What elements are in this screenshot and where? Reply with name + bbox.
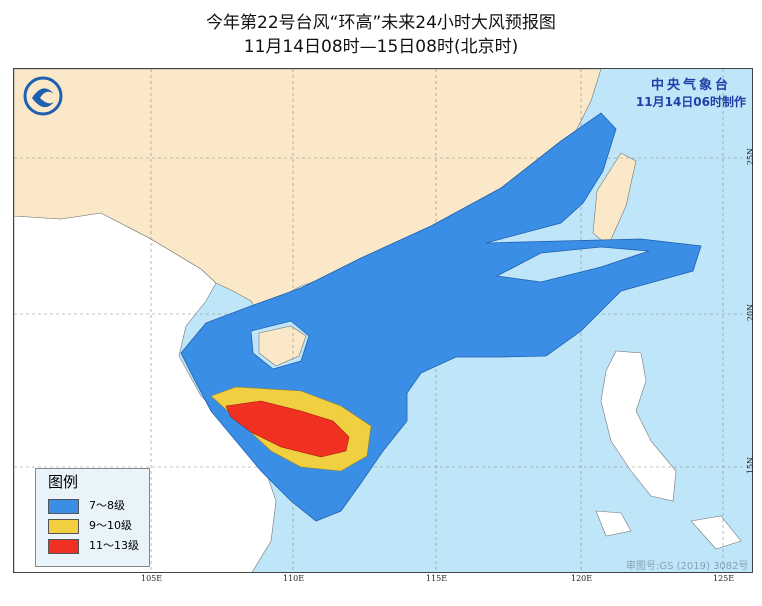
- lon-tick: 105E: [141, 574, 163, 583]
- legend-title: 图例: [48, 473, 79, 491]
- agency-stamp: 中央气象台 11月14日06时制作: [636, 74, 746, 110]
- lat-tick: 20N: [746, 303, 756, 322]
- philippine-islands: [595, 510, 742, 550]
- agency-name: 中央气象台: [650, 78, 731, 93]
- issue-time: 11月14日06时制作: [635, 95, 746, 109]
- map-title: 今年第22号台风“环高”未来24小时大风预报图: [206, 13, 556, 33]
- lon-tick: 120E: [571, 574, 593, 583]
- lat-tick: 15N: [746, 456, 756, 475]
- lat-tick: 25N: [746, 147, 756, 166]
- legend-item: 11～13级: [48, 537, 139, 554]
- hainan-island: [258, 325, 307, 367]
- legend-label: 11～13级: [89, 539, 139, 552]
- map-subtitle: 11月14日08时—15日08时(北京时): [243, 37, 519, 57]
- legend-swatch: [48, 518, 79, 534]
- cma-logo-icon: [23, 76, 63, 116]
- legend-swatch: [48, 538, 79, 554]
- legend-label: 9～10级: [89, 519, 132, 532]
- legend-item: 9～10级: [48, 517, 132, 534]
- cma-logo: [22, 76, 64, 120]
- legend: 图例 7～8级 9～10级 11～13级: [35, 468, 150, 567]
- wind-zone-11-13: [225, 400, 350, 458]
- lon-tick: 125E: [713, 574, 735, 583]
- luzon-island: [600, 350, 677, 502]
- legend-swatch: [48, 498, 79, 514]
- legend-item: 7～8级: [48, 497, 125, 514]
- lon-tick: 110E: [283, 574, 305, 583]
- map-review-number: 审图号:GS (2019) 3082号: [626, 561, 749, 572]
- lon-tick: 115E: [426, 574, 448, 583]
- legend-label: 7～8级: [89, 499, 125, 512]
